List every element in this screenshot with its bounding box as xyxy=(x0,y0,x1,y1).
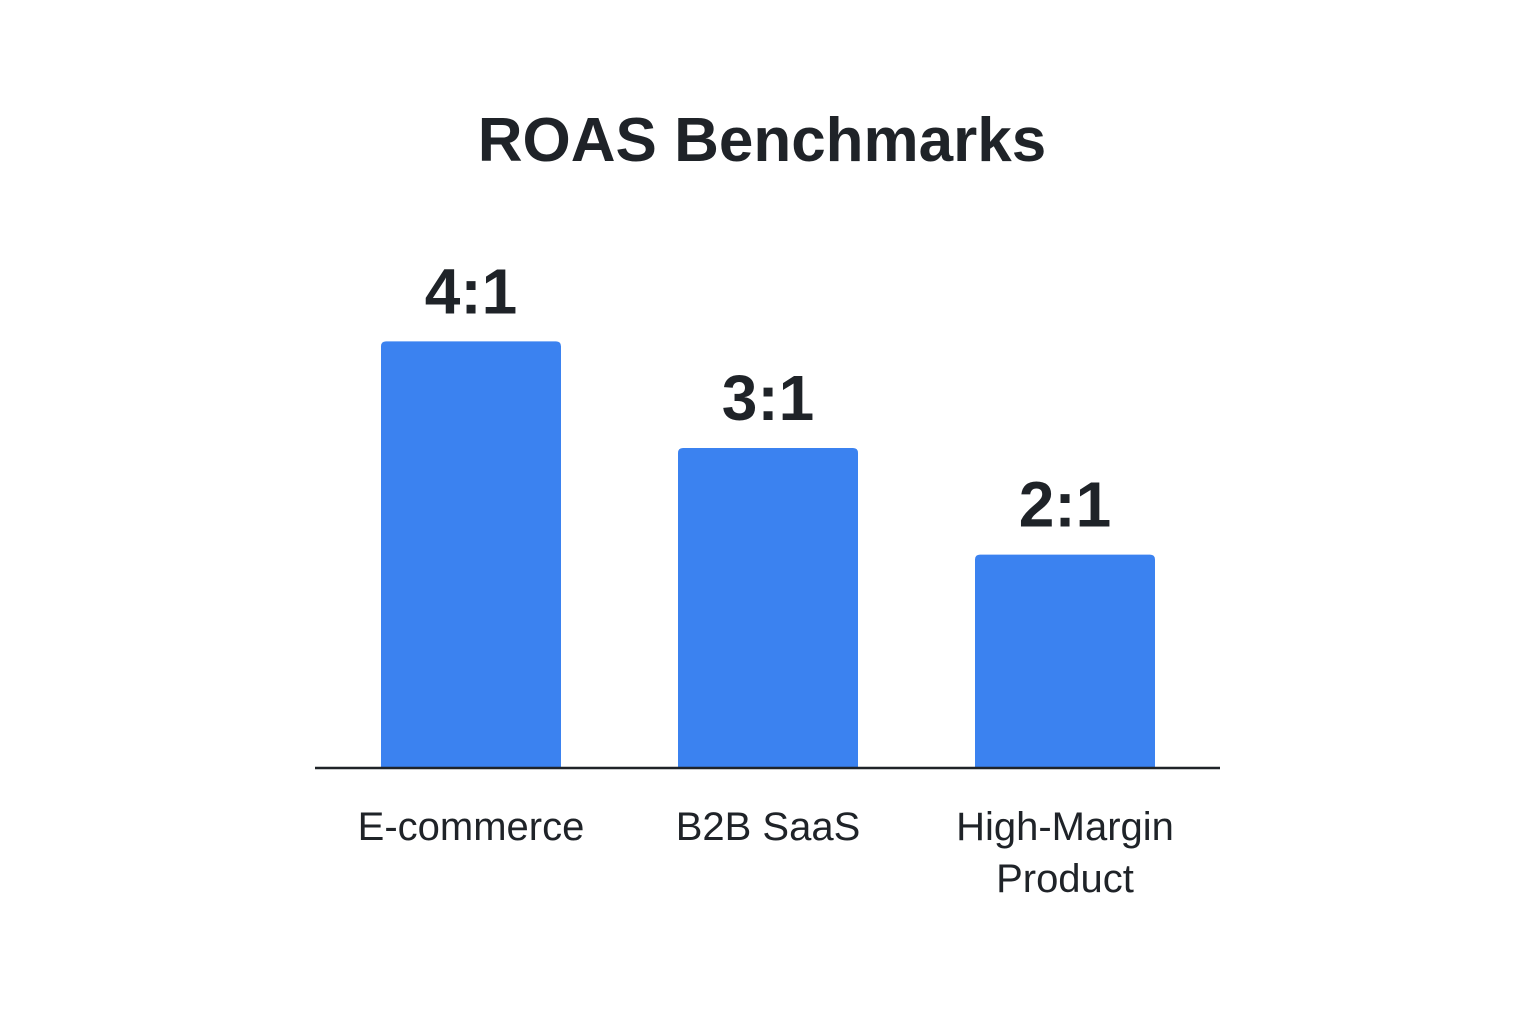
bar-1 xyxy=(381,341,561,768)
bar-3 xyxy=(975,554,1155,768)
chart-title: ROAS Benchmarks xyxy=(478,106,1047,175)
category-label-3-line-1: High-Margin xyxy=(956,805,1174,849)
category-label-3-line-2: Product xyxy=(996,857,1134,901)
bar-2 xyxy=(678,448,858,768)
bars-group xyxy=(381,341,1155,768)
category-labels-group: E-commerce B2B SaaS High-Margin Product xyxy=(358,805,1174,901)
category-label-3: High-Margin Product xyxy=(956,805,1174,901)
value-label-1: 4:1 xyxy=(425,255,518,327)
category-label-2: B2B SaaS xyxy=(676,805,861,849)
category-label-1-line-1: E-commerce xyxy=(358,805,585,849)
category-label-2-line-1: B2B SaaS xyxy=(676,805,861,849)
category-label-1: E-commerce xyxy=(358,805,585,849)
value-label-3: 2:1 xyxy=(1019,469,1112,541)
value-label-2: 3:1 xyxy=(722,362,815,434)
value-labels-group: 4:1 3:1 2:1 xyxy=(425,255,1112,540)
